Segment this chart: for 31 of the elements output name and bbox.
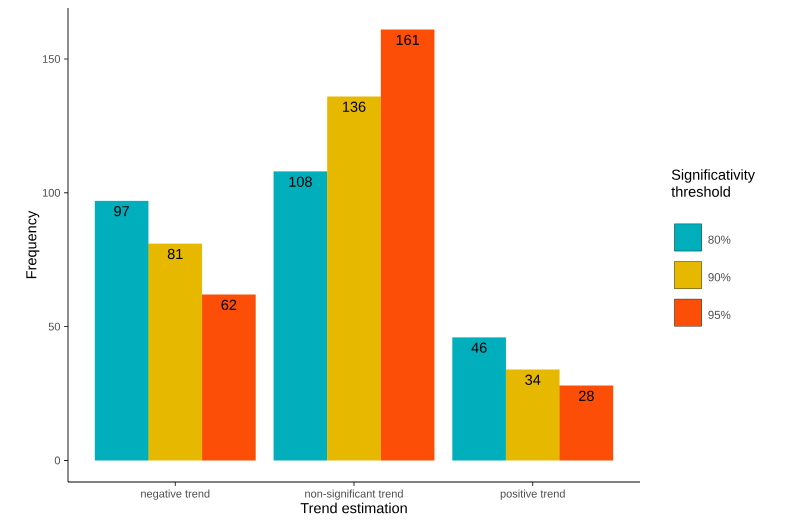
- bar: [202, 294, 256, 460]
- data-label: 108: [289, 176, 312, 187]
- bar: [148, 244, 202, 460]
- y-tick-label: 100: [42, 188, 60, 197]
- legend-title: Significativity threshold: [671, 169, 755, 197]
- legend-label: 95%: [708, 310, 730, 319]
- y-axis-title: Frequency: [26, 210, 40, 278]
- data-label: 28: [579, 390, 594, 401]
- bar: [327, 96, 381, 460]
- data-label: 46: [471, 342, 487, 353]
- y-tick-label: 150: [42, 55, 60, 63]
- bar: [94, 200, 148, 460]
- data-label: 136: [343, 102, 366, 112]
- x-axis-title: Trend estimation: [300, 502, 407, 514]
- y-tick-label: 0: [54, 456, 60, 464]
- data-label: 161: [396, 34, 420, 46]
- bar: [452, 337, 506, 460]
- bar: [274, 171, 328, 460]
- x-tick-label: negative trend: [141, 490, 210, 500]
- y-tick-label: 50: [48, 322, 60, 331]
- x-tick-label: positive trend: [500, 490, 565, 500]
- bar: [506, 369, 560, 460]
- data-label: 62: [222, 300, 236, 310]
- data-label: 34: [525, 374, 540, 385]
- data-label: 81: [168, 248, 183, 260]
- legend-label: 80%: [708, 236, 730, 244]
- data-label: 97: [114, 206, 129, 216]
- bar: [380, 30, 434, 460]
- x-tick-label: non-significant trend: [305, 490, 403, 500]
- legend-label: 90%: [708, 273, 730, 282]
- bar: [560, 386, 614, 460]
